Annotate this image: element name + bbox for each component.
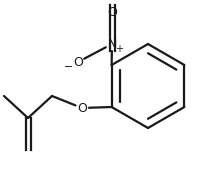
Text: N: N xyxy=(107,37,117,51)
Text: O: O xyxy=(73,56,83,68)
Text: O: O xyxy=(107,6,117,19)
Text: O: O xyxy=(77,101,87,115)
Text: −: − xyxy=(64,62,74,72)
Text: +: + xyxy=(115,44,123,54)
